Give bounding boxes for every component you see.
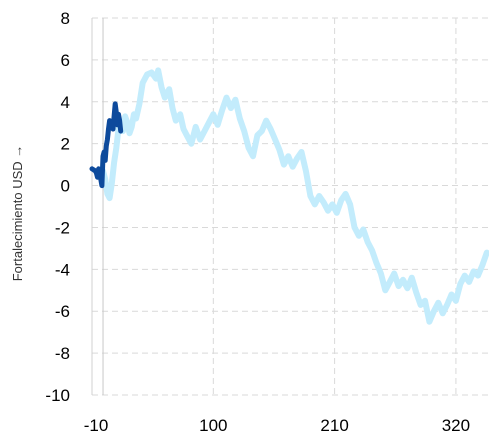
x-tick-label: -10 <box>84 416 109 435</box>
grid-lines <box>92 17 489 396</box>
x-tick-label: 210 <box>320 416 348 435</box>
y-tick-label: 2 <box>61 135 70 154</box>
y-tick-label: 6 <box>61 51 70 70</box>
x-tick-labels: -10 100 210 320 <box>84 416 470 435</box>
series-line-2 <box>89 101 124 189</box>
y-tick-label: 4 <box>61 93 70 112</box>
x-tick-label: 320 <box>442 416 470 435</box>
y-tick-label: -8 <box>55 344 70 363</box>
y-tick-label: -10 <box>45 386 70 405</box>
series-layer <box>89 67 489 325</box>
y-tick-label: 8 <box>61 9 70 28</box>
y-tick-label: -4 <box>55 260 70 279</box>
y-tick-label: -6 <box>55 302 70 321</box>
y-tick-labels: 8 6 4 2 0 -2 -4 -6 -8 -10 <box>45 9 70 405</box>
x-tick-label: 100 <box>199 416 227 435</box>
series-line-1 <box>100 67 489 325</box>
y-tick-label: 0 <box>61 177 70 196</box>
y-tick-label: -2 <box>55 218 70 237</box>
y-axis-title: Fortalecimiento USD → <box>10 145 25 282</box>
